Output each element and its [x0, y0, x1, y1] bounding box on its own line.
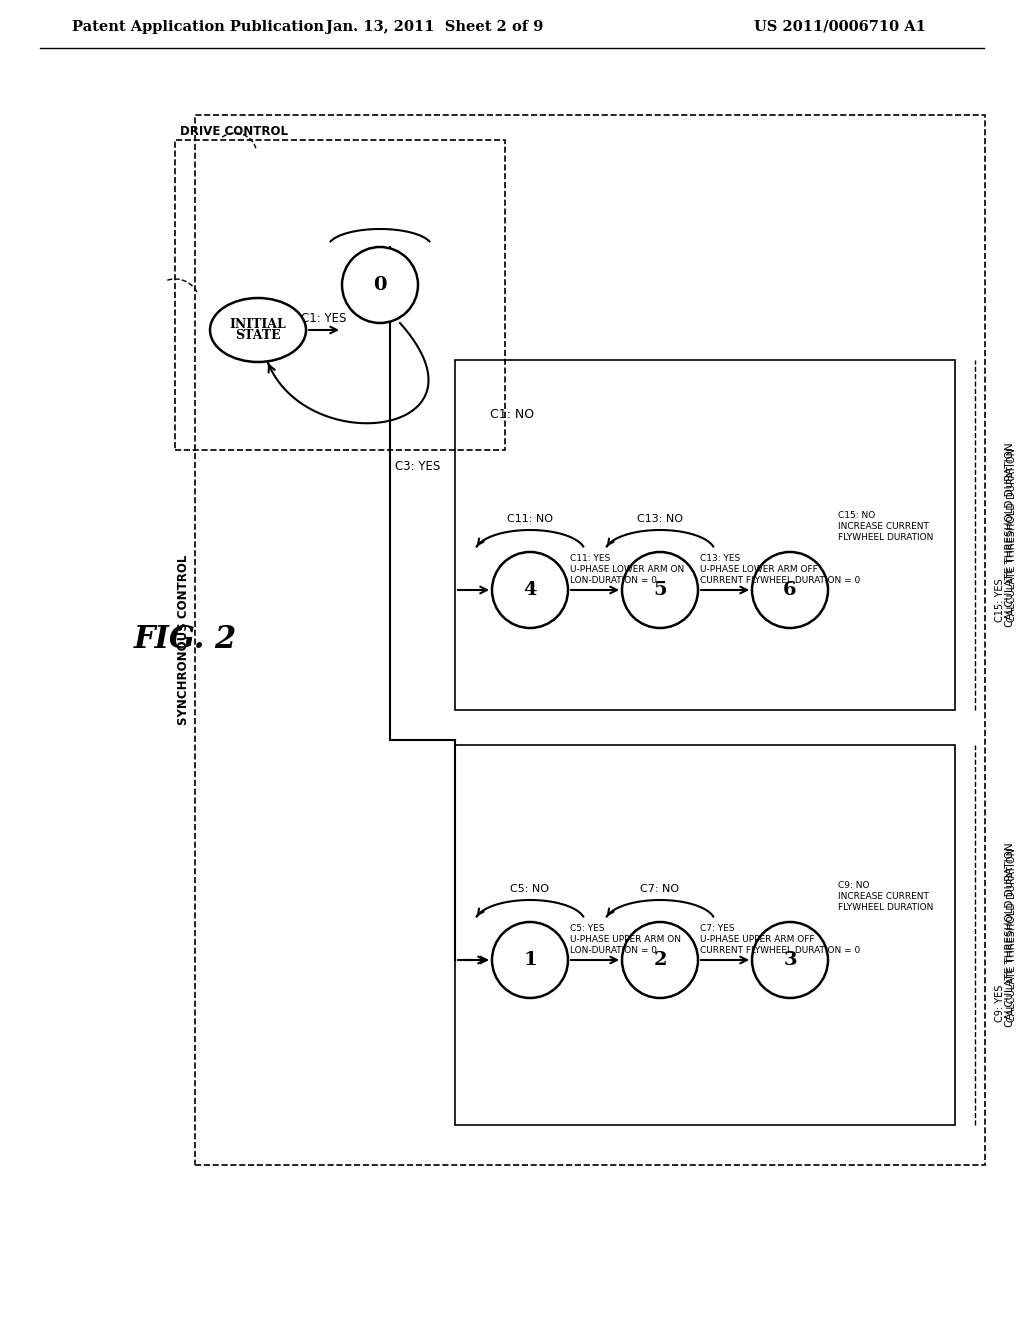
Text: C7: NO: C7: NO	[640, 884, 680, 894]
Bar	[195, 115, 985, 1166]
Bar	[175, 140, 505, 450]
Text: C5: YES
U-PHASE UPPER ARM ON
LON-DURATION = 0: C5: YES U-PHASE UPPER ARM ON LON-DURATIO…	[570, 924, 681, 954]
Text: C11: NO: C11: NO	[507, 513, 553, 524]
Circle shape	[622, 552, 698, 628]
Text: C9: NO
INCREASE CURRENT
FLYWHEEL DURATION: C9: NO INCREASE CURRENT FLYWHEEL DURATIO…	[838, 880, 933, 912]
Text: INITIAL: INITIAL	[229, 318, 287, 331]
Text: Jan. 13, 2011  Sheet 2 of 9: Jan. 13, 2011 Sheet 2 of 9	[327, 20, 544, 34]
Text: C15: NO
INCREASE CURRENT
FLYWHEEL DURATION: C15: NO INCREASE CURRENT FLYWHEEL DURATI…	[838, 511, 933, 543]
Text: CALCULATE THRESHOLD DURATION: CALCULATE THRESHOLD DURATION	[1005, 842, 1015, 1027]
Circle shape	[622, 921, 698, 998]
Text: 1: 1	[523, 950, 537, 969]
Text: SYNCHRONOUS CONTROL: SYNCHRONOUS CONTROL	[177, 554, 190, 725]
Ellipse shape	[210, 298, 306, 362]
Text: C5: NO: C5: NO	[511, 884, 550, 894]
Text: 3: 3	[783, 950, 797, 969]
Text: C1: NO: C1: NO	[490, 408, 535, 421]
Text: C11: YES
U-PHASE LOWER ARM ON
LON-DURATION = 0: C11: YES U-PHASE LOWER ARM ON LON-DURATI…	[570, 554, 684, 585]
Text: Patent Application Publication: Patent Application Publication	[72, 20, 324, 34]
Text: 0: 0	[374, 276, 387, 294]
Circle shape	[492, 552, 568, 628]
Text: C9: YES
CALCULATE THRESHOLD DURATION: C9: YES CALCULATE THRESHOLD DURATION	[995, 847, 1017, 1022]
Circle shape	[492, 921, 568, 998]
Text: 6: 6	[783, 581, 797, 599]
Text: 2: 2	[653, 950, 667, 969]
Text: C1: YES: C1: YES	[301, 312, 347, 325]
Circle shape	[752, 921, 828, 998]
Text: C7: YES
U-PHASE UPPER ARM OFF
CURRENT FLYWHEEL DURATION = 0: C7: YES U-PHASE UPPER ARM OFF CURRENT FL…	[700, 924, 860, 954]
Circle shape	[342, 247, 418, 323]
Text: CALCULATE THRESHOLD DURATION: CALCULATE THRESHOLD DURATION	[1005, 442, 1015, 627]
Circle shape	[752, 552, 828, 628]
Text: C3: YES: C3: YES	[395, 459, 440, 473]
Text: FIG. 2: FIG. 2	[133, 624, 237, 656]
Text: DRIVE CONTROL: DRIVE CONTROL	[180, 125, 288, 139]
Text: 5: 5	[653, 581, 667, 599]
Text: C15: YES
CALCULATE THRESHOLD DURATION: C15: YES CALCULATE THRESHOLD DURATION	[995, 447, 1017, 622]
Text: C13: YES
U-PHASE LOWER ARM OFF
CURRENT FLYWHEEL DURATION = 0: C13: YES U-PHASE LOWER ARM OFF CURRENT F…	[700, 554, 860, 585]
Text: STATE: STATE	[236, 329, 281, 342]
Bar	[455, 744, 955, 1125]
Text: C13: NO: C13: NO	[637, 513, 683, 524]
Text: US 2011/0006710 A1: US 2011/0006710 A1	[754, 20, 926, 34]
Text: 4: 4	[523, 581, 537, 599]
Bar	[455, 360, 955, 710]
